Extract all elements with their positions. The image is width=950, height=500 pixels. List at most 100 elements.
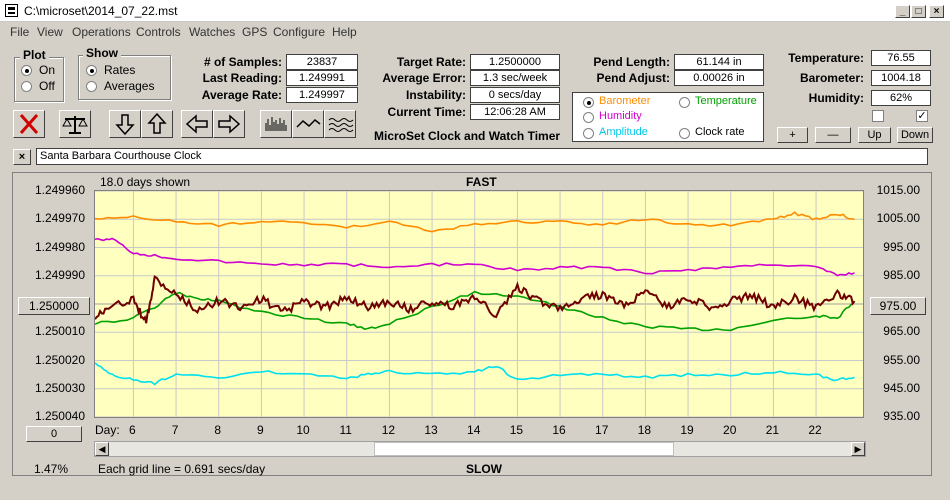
scroll-thumb[interactable]: [374, 442, 675, 456]
x-tick-label: 11: [339, 423, 352, 437]
menu-file[interactable]: File: [10, 25, 30, 39]
target-rate-label: Target Rate:: [396, 55, 466, 69]
arrow-right-icon: [218, 114, 241, 134]
app-icon[interactable]: [5, 4, 18, 17]
arrow-left-icon: [185, 114, 208, 134]
menu-watches[interactable]: Watches: [189, 25, 236, 39]
bars-icon: [265, 117, 287, 131]
pend-adjust-field: 0.00026 in: [674, 70, 764, 86]
scroll-down-button[interactable]: [109, 110, 141, 138]
x-tick-label: 15: [509, 423, 524, 437]
bar-view-button[interactable]: [260, 110, 292, 138]
x-tick-label: 12: [381, 423, 396, 437]
plot-off-radio[interactable]: [21, 81, 32, 92]
series-line-humidity: [94, 237, 855, 277]
menu-help[interactable]: Help: [332, 25, 357, 39]
scroll-left-arrow-icon[interactable]: ◀: [95, 442, 109, 456]
fast-label: FAST: [466, 175, 497, 189]
y-left-tick-label: 1.250040: [34, 409, 85, 423]
temperature-reading-field: 76.55: [871, 50, 931, 66]
x-tick-label: 6: [129, 423, 136, 437]
scroll-left-button[interactable]: [181, 110, 213, 138]
series-line-amplitude: [94, 362, 855, 386]
line-view-button[interactable]: [292, 110, 324, 138]
samples-field: 23837: [286, 54, 358, 70]
arrow-down-icon: [115, 114, 135, 136]
scale-minus-button[interactable]: —: [815, 127, 851, 143]
title-bar: C:\microset\2014_07_22.mst _ □ ×: [0, 0, 950, 22]
y-right-tick-label: 945.00: [883, 380, 920, 395]
humidity-reading-field: 62%: [871, 90, 931, 106]
average-error-label: Average Error:: [382, 71, 466, 85]
clear-clock-button[interactable]: ×: [13, 149, 31, 165]
scroll-up-button[interactable]: [141, 110, 173, 138]
x-tick-label: 10: [296, 423, 310, 437]
show-averages-radio[interactable]: [86, 81, 97, 92]
average-error-field: 1.3 sec/week: [470, 70, 560, 86]
target-rate-field[interactable]: 1.2500000: [470, 54, 560, 70]
menu-configure[interactable]: Configure: [273, 25, 326, 39]
pend-length-field[interactable]: 61.144 in: [674, 54, 764, 70]
amplitude-radio[interactable]: [583, 128, 594, 139]
barometer-radio[interactable]: [583, 97, 594, 108]
maximize-icon[interactable]: □: [911, 5, 926, 18]
plot-on-radio[interactable]: [21, 65, 32, 76]
center-baro-button[interactable]: 975.00: [870, 297, 926, 315]
series-line-barometer: [94, 211, 855, 233]
humidity-radio[interactable]: [583, 112, 594, 123]
menu-view[interactable]: View: [37, 25, 63, 39]
y-left-tick-label: 1.249980: [34, 239, 85, 254]
clock-rate-radio[interactable]: [679, 128, 690, 139]
show-rates-radio[interactable]: [86, 65, 97, 76]
calibrate-button[interactable]: [59, 110, 91, 138]
scale-up-button[interactable]: Up: [858, 127, 891, 143]
y-left-tick-label: 1.249990: [34, 267, 85, 282]
percent-label: 1.47%: [34, 462, 69, 476]
last-reading-field: 1.249991: [286, 70, 358, 86]
x-tick-label: 17: [595, 423, 609, 437]
zero-button[interactable]: 0: [26, 426, 82, 442]
minimize-icon[interactable]: _: [895, 5, 910, 18]
clock-name-field[interactable]: Santa Barbara Courthouse Clock: [36, 148, 928, 165]
show-averages-label: Averages: [104, 79, 155, 93]
scale-balance-icon: [62, 116, 88, 134]
scale-down-button[interactable]: Down: [897, 127, 933, 143]
instability-label: Instability:: [405, 88, 466, 102]
close-x-icon: [19, 114, 39, 134]
close-window-icon[interactable]: ×: [929, 5, 944, 18]
center-rate-button[interactable]: 1.250000: [18, 297, 90, 315]
current-time-field: 12:06:28 AM: [470, 104, 560, 120]
y-left-tick-label: 1.250030: [34, 380, 85, 395]
x-tick-label: 13: [424, 423, 438, 437]
pend-length-label: Pend Length:: [593, 55, 670, 69]
menu-operations[interactable]: Operations: [72, 25, 131, 39]
y-right-tick-label: 965.00: [883, 324, 920, 339]
x-tick-label: 9: [257, 423, 264, 437]
checkbox-a[interactable]: [872, 110, 884, 122]
menu-gps[interactable]: GPS: [242, 25, 268, 39]
menu-controls[interactable]: Controls: [136, 25, 181, 39]
delete-button[interactable]: [13, 110, 45, 138]
average-rate-label: Average Rate:: [201, 88, 282, 102]
checkbox-b[interactable]: ✓: [916, 110, 928, 122]
arrow-up-icon: [147, 112, 167, 134]
scroll-right-arrow-icon[interactable]: ▶: [851, 442, 865, 456]
x-tick-label: 19: [680, 423, 694, 437]
window-title: C:\microset\2014_07_22.mst: [24, 4, 178, 18]
y-right-tick-label: 985.00: [883, 267, 920, 282]
last-reading-label: Last Reading:: [202, 71, 282, 85]
x-axis-prefix: Day:: [95, 423, 120, 437]
show-group: [78, 55, 171, 100]
grid-note-label: Each grid line = 0.691 secs/day: [98, 462, 266, 476]
scale-plus-button[interactable]: +: [777, 127, 808, 143]
x-tick-label: 18: [637, 423, 652, 437]
amplitude-label: Amplitude: [599, 126, 648, 138]
humidity-reading-label: Humidity:: [808, 91, 864, 105]
wave-view-button[interactable]: [324, 110, 356, 138]
barometer-reading-field: 1004.18: [871, 70, 931, 86]
current-time-label: Current Time:: [387, 105, 466, 119]
chart-svg: [94, 190, 863, 418]
temperature-radio[interactable]: [679, 97, 690, 108]
scroll-right-button[interactable]: [213, 110, 245, 138]
horizontal-scrollbar[interactable]: ◀ ▶: [94, 441, 866, 457]
